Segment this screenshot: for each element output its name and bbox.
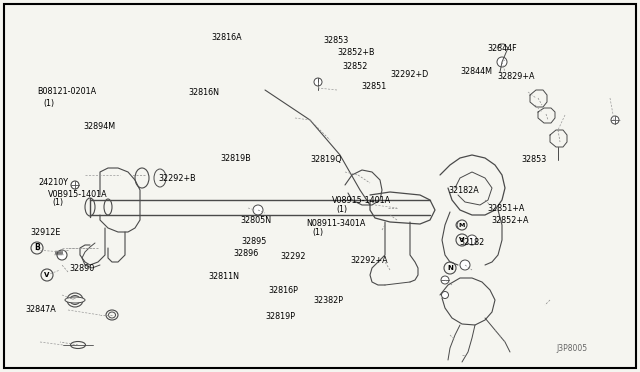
Ellipse shape (70, 295, 80, 305)
Circle shape (57, 250, 67, 260)
Text: 32894M: 32894M (83, 122, 115, 131)
Text: 32292+A: 32292+A (351, 256, 388, 265)
Text: 32896: 32896 (234, 249, 259, 258)
Circle shape (497, 57, 507, 67)
Circle shape (41, 269, 53, 281)
Text: (1): (1) (336, 205, 347, 214)
Ellipse shape (109, 312, 115, 318)
Text: 32852+B: 32852+B (338, 48, 376, 57)
Text: V08915-1401A: V08915-1401A (332, 196, 390, 205)
Text: B: B (34, 244, 40, 253)
Ellipse shape (70, 341, 86, 349)
Text: J3P8005: J3P8005 (557, 344, 588, 353)
Text: (1): (1) (52, 198, 63, 207)
Ellipse shape (106, 310, 118, 320)
Text: 32844M: 32844M (461, 67, 493, 76)
Text: V: V (44, 272, 50, 278)
Text: 32819P: 32819P (266, 312, 296, 321)
Text: V0B915-1401A: V0B915-1401A (48, 190, 108, 199)
Text: 32847A: 32847A (26, 305, 56, 314)
Ellipse shape (65, 297, 85, 303)
Text: 32382P: 32382P (314, 296, 344, 305)
Text: 32844F: 32844F (488, 44, 517, 53)
Text: 32851+A: 32851+A (488, 204, 525, 213)
Text: 32852: 32852 (342, 62, 368, 71)
Text: 32816P: 32816P (269, 286, 299, 295)
Text: 32853: 32853 (323, 36, 348, 45)
Text: 32819B: 32819B (221, 154, 252, 163)
Circle shape (460, 260, 470, 270)
Text: B08121-0201A: B08121-0201A (37, 87, 96, 96)
Text: 32182A: 32182A (448, 186, 479, 195)
Text: 32853: 32853 (522, 155, 547, 164)
Text: 32912E: 32912E (31, 228, 61, 237)
Circle shape (441, 276, 449, 284)
Text: 32852+A: 32852+A (492, 216, 529, 225)
Circle shape (456, 221, 464, 229)
Text: 32805N: 32805N (240, 216, 271, 225)
Text: 32292+B: 32292+B (159, 174, 196, 183)
Circle shape (456, 234, 468, 246)
Circle shape (467, 235, 477, 245)
Ellipse shape (135, 168, 149, 188)
Text: 32890: 32890 (69, 264, 94, 273)
Text: 32895: 32895 (242, 237, 268, 246)
Circle shape (611, 116, 619, 124)
Circle shape (457, 220, 467, 230)
Circle shape (314, 78, 322, 86)
Circle shape (253, 205, 263, 215)
Text: (1): (1) (312, 228, 323, 237)
Text: 24210Y: 24210Y (38, 178, 68, 187)
Ellipse shape (104, 199, 112, 215)
Circle shape (71, 181, 79, 189)
Text: N: N (447, 265, 453, 271)
Text: 32819Q: 32819Q (310, 155, 342, 164)
Circle shape (444, 262, 456, 274)
Ellipse shape (85, 198, 95, 216)
Circle shape (442, 292, 449, 298)
Circle shape (31, 242, 43, 254)
Text: 32292: 32292 (280, 252, 306, 261)
Text: 32811N: 32811N (208, 272, 239, 280)
Text: 32292+D: 32292+D (390, 70, 429, 79)
Text: (1): (1) (44, 99, 54, 108)
Text: 32816N: 32816N (189, 88, 220, 97)
Text: 32816A: 32816A (211, 33, 242, 42)
Text: 32851: 32851 (362, 82, 387, 91)
Text: V: V (460, 237, 465, 243)
Text: 32182: 32182 (460, 238, 484, 247)
Ellipse shape (67, 293, 83, 307)
Ellipse shape (154, 169, 166, 187)
Text: M: M (459, 222, 465, 228)
Text: 32829+A: 32829+A (498, 72, 536, 81)
Text: N08911-3401A: N08911-3401A (306, 219, 365, 228)
